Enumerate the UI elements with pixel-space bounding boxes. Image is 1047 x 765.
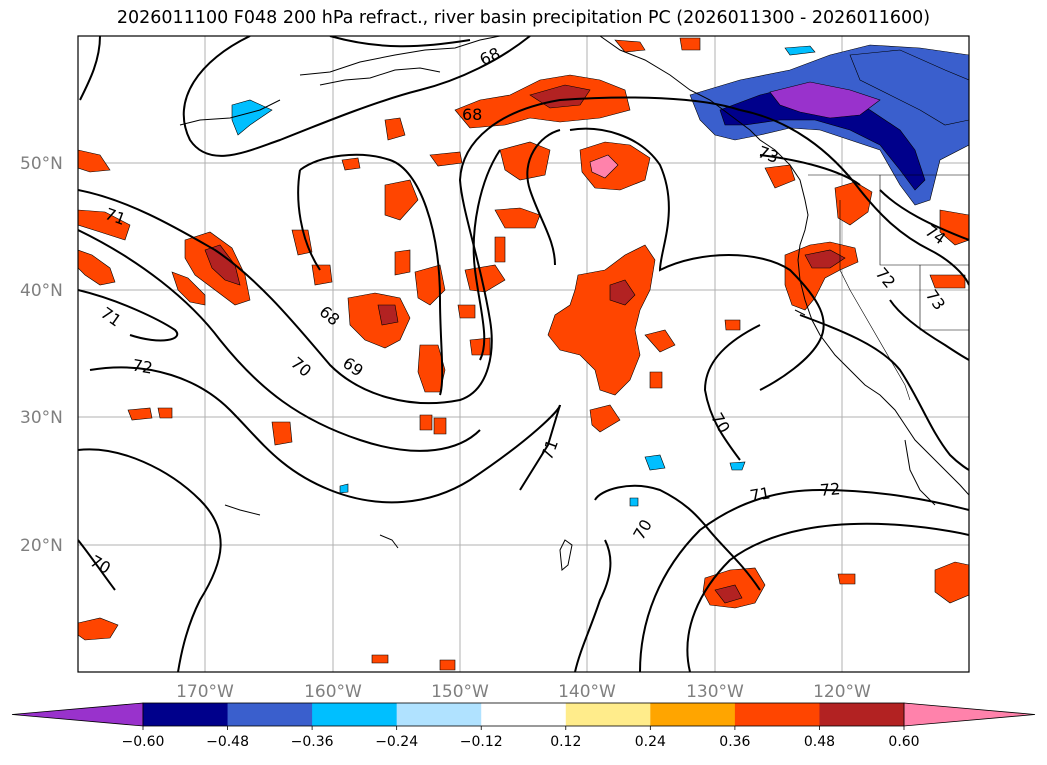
contour-label: 72 (131, 355, 154, 377)
colorbar-tick-label: 0.60 (888, 734, 919, 750)
lon-tick-label: 120°W (813, 682, 871, 702)
colorbar-tick-label: 0.24 (635, 734, 666, 750)
colorbar-frame (142, 702, 905, 727)
map-title: 2026011100 F048 200 hPa refract., river … (116, 8, 931, 28)
contour-label: 68 (462, 105, 482, 124)
colorbar-bin (312, 703, 398, 726)
contour-label: 71 (748, 483, 771, 505)
colorbar-bin (481, 703, 567, 726)
lat-tick-label: 20°N (20, 536, 63, 556)
lon-tick-label: 150°W (431, 682, 489, 702)
colorbar-tick-label: −0.36 (291, 734, 334, 750)
map-frame (77, 35, 970, 673)
lat-tick-label: 50°N (20, 154, 63, 174)
colorbar-tick-label: −0.48 (206, 734, 249, 750)
colorbar-tick-label: 0.48 (804, 734, 835, 750)
colorbar-bin (650, 703, 736, 726)
colorbar-bin (819, 703, 905, 726)
contour-label: 72 (819, 479, 841, 500)
colorbar-bin (143, 703, 229, 726)
colorbar-bin (734, 703, 820, 726)
colorbar-extend-max (903, 702, 1036, 727)
precip-shading (78, 37, 969, 671)
colorbar-tick-label: 0.36 (719, 734, 750, 750)
colorbar-bin (565, 703, 651, 726)
colorbar: −0.60 −0.48 −0.36 −0.24 −0.12 0.12 0.24 0.36 0.4… (11, 702, 1036, 750)
colorbar-tick-label: −0.24 (375, 734, 418, 750)
refractivity-contours (78, 36, 969, 672)
lat-axis: 50°N 40°N 30°N 20°N (20, 154, 63, 556)
lat-tick-label: 40°N (20, 281, 63, 301)
colorbar-tick-label: −0.12 (460, 734, 503, 750)
lat-tick-label: 30°N (20, 408, 63, 428)
colorbar-bin (227, 703, 313, 726)
colorbar-extend-min (11, 702, 144, 727)
colorbar-tick-label: 0.12 (550, 734, 581, 750)
lon-axis: 170°W 160°W 150°W 140°W 130°W 120°W (176, 682, 871, 702)
lon-tick-label: 130°W (686, 682, 744, 702)
coastlines (179, 36, 969, 571)
lon-tick-label: 170°W (176, 682, 234, 702)
lon-tick-label: 140°W (558, 682, 616, 702)
map-area (78, 36, 969, 672)
borders (808, 174, 969, 401)
lon-tick-label: 160°W (304, 682, 362, 702)
colorbar-tick-label: −0.60 (122, 734, 165, 750)
colorbar-bin (396, 703, 482, 726)
